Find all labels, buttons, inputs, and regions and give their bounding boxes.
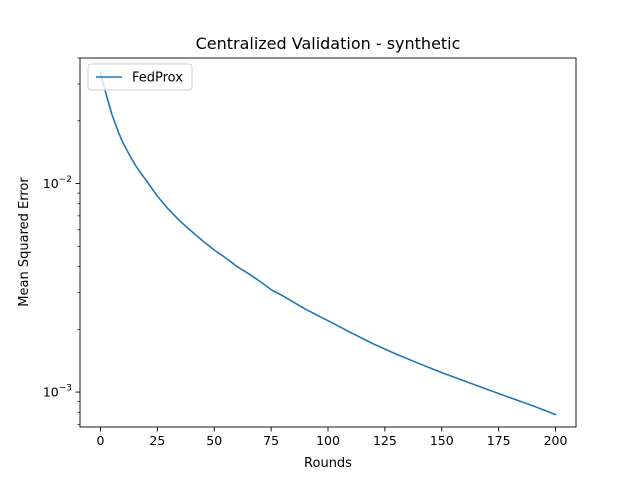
y-tick-label-exponent: −2 [59, 175, 72, 185]
x-tick-label: 175 [487, 433, 511, 448]
x-tick-label: 0 [97, 433, 105, 448]
x-tick-label: 150 [430, 433, 454, 448]
axes-frame [79, 57, 577, 428]
x-tick-label: 200 [544, 433, 568, 448]
x-tick-label: 100 [316, 433, 340, 448]
y-tick-label: 10−3 [43, 384, 72, 400]
y-axis-label: Mean Squared Error [17, 177, 32, 307]
y-tick-label-base: 10 [43, 385, 59, 400]
series-line-0 [99, 71, 557, 416]
legend-box [87, 63, 193, 91]
legend-label-0: FedProx [132, 71, 183, 86]
x-tick-label: 50 [206, 433, 222, 448]
x-axis-label: Rounds [304, 456, 352, 471]
y-tick-label-exponent: −3 [59, 384, 72, 394]
x-tick-label: 25 [149, 433, 165, 448]
chart-title: Centralized Validation - synthetic [196, 34, 461, 53]
x-tick-label: 125 [373, 433, 397, 448]
y-tick-label-base: 10 [43, 176, 59, 191]
y-tick-label: 10−2 [43, 175, 72, 191]
x-tick-label: 75 [263, 433, 279, 448]
